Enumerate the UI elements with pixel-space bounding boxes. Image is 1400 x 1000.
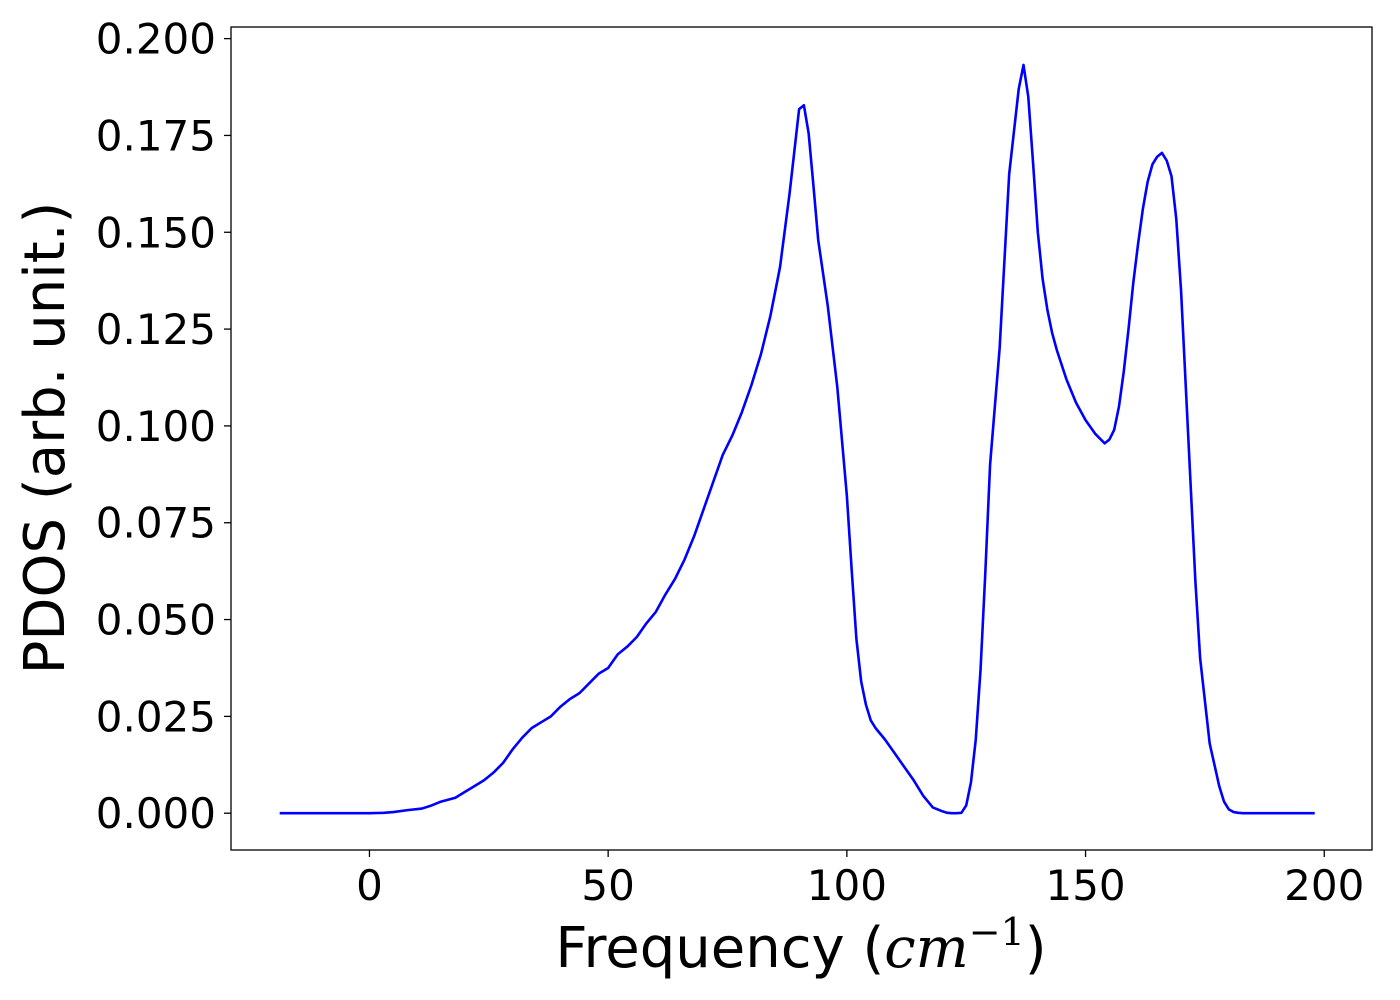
x-tick-label: 50 <box>581 861 634 910</box>
y-tick-label: 0.000 <box>96 789 216 838</box>
x-axis-title: Frequency (cm−1) <box>555 910 1046 981</box>
y-tick-label: 0.050 <box>96 596 216 645</box>
y-tick-label: 0.075 <box>96 499 216 548</box>
y-tick-label: 0.025 <box>96 692 216 741</box>
plot-area <box>231 27 1372 850</box>
x-tick-label: 200 <box>1284 861 1364 910</box>
x-tick-label: 150 <box>1045 861 1125 910</box>
x-tick-label: 100 <box>807 861 887 910</box>
y-tick-label: 0.100 <box>96 402 216 451</box>
y-axis: 0.000 0.025 0.050 0.075 0.100 0.125 0.150 0.175… <box>96 15 231 838</box>
y-tick-label: 0.125 <box>96 305 216 354</box>
x-axis: 0 50 100 150 200 <box>356 850 1364 910</box>
y-axis-title: PDOS (arb. unit.) <box>13 202 78 675</box>
plot-frame <box>230 26 1373 851</box>
series-layer <box>279 63 1315 815</box>
y-tick-label: 0.150 <box>96 208 216 257</box>
y-tick-label: 0.200 <box>96 15 216 64</box>
y-tick-label: 0.175 <box>96 111 216 160</box>
x-tick-label: 0 <box>356 861 383 910</box>
series-line-1 <box>279 63 1315 815</box>
